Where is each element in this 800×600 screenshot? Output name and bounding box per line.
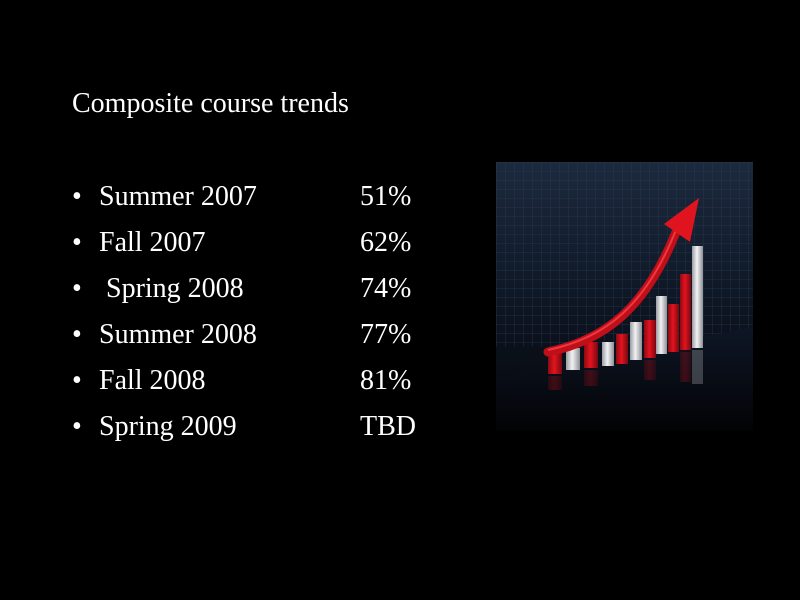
course-trends-list: • Summer 2007 51% • Fall 2007 62% • Spri…: [72, 174, 452, 450]
term-value: 51%: [360, 181, 412, 212]
bullet-icon: •: [72, 227, 82, 258]
bullet-icon: •: [72, 273, 82, 304]
bullet-icon: •: [72, 319, 82, 350]
term-label: Spring 2008: [99, 273, 244, 304]
term-label: Spring 2009: [99, 411, 237, 442]
list-item: • Fall 2008 81%: [72, 358, 452, 404]
list-item: • Spring 2009 TBD: [72, 404, 452, 450]
list-item: • Spring 2008 74%: [72, 266, 452, 312]
term-value: 74%: [360, 273, 412, 304]
term-label: Summer 2008: [99, 319, 257, 350]
list-item: • Summer 2008 77%: [72, 312, 452, 358]
bullet-icon: •: [72, 365, 82, 396]
rising-bar-chart-icon: [496, 162, 753, 431]
term-value: 81%: [360, 365, 412, 396]
slide-title: Composite course trends: [72, 88, 349, 119]
list-item: • Summer 2007 51%: [72, 174, 452, 220]
term-label: Summer 2007: [99, 181, 257, 212]
term-value: 62%: [360, 227, 412, 258]
bullet-icon: •: [72, 411, 82, 442]
term-value: TBD: [360, 411, 416, 442]
term-value: 77%: [360, 319, 412, 350]
list-item: • Fall 2007 62%: [72, 220, 452, 266]
bullet-icon: •: [72, 181, 82, 212]
term-label: Fall 2007: [99, 227, 206, 258]
term-label: Fall 2008: [99, 365, 206, 396]
